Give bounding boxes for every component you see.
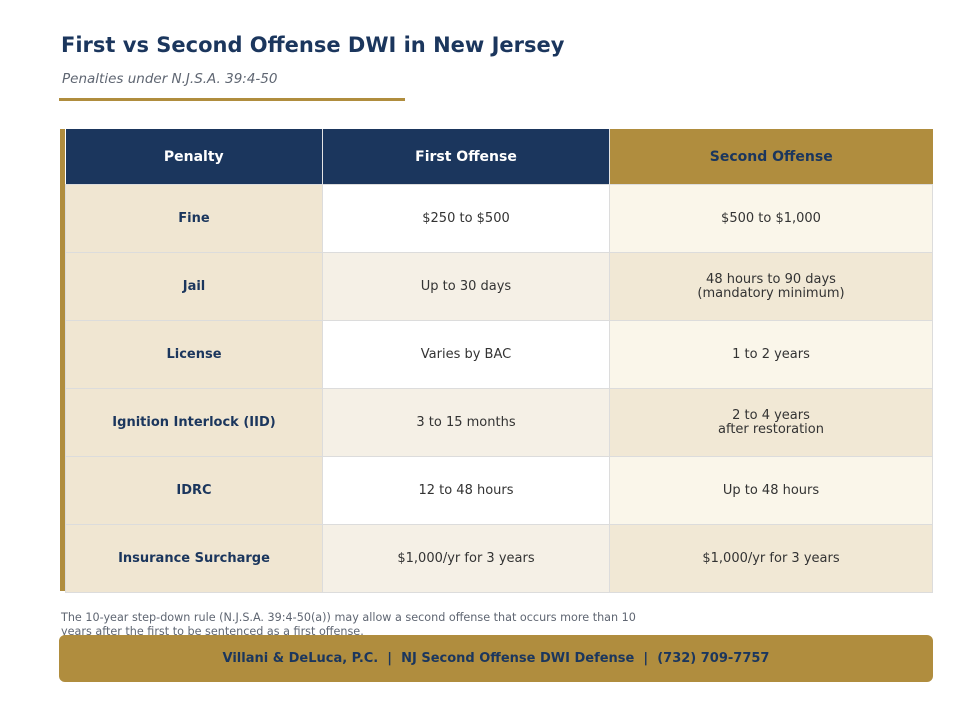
penalty-comparison-table: Penalty First Offense Second Offense Fin… [60,129,933,593]
table-row: Jail Up to 30 days 48 hours to 90 days (… [65,252,933,321]
second-offense-value: 2 to 4 years after restoration [609,388,933,457]
penalty-label: Ignition Interlock (IID) [65,388,323,457]
table-row: License Varies by BAC 1 to 2 years [65,320,933,389]
second-offense-value: Up to 48 hours [609,456,933,525]
footnote: The 10-year step-down rule (N.J.S.A. 39:… [61,611,636,638]
first-offense-value: 3 to 15 months [322,388,610,457]
penalty-label: IDRC [65,456,323,525]
table-header-row: Penalty First Offense Second Offense [65,129,933,185]
second-offense-value: $500 to $1,000 [609,184,933,253]
second-offense-value: $1,000/yr for 3 years [609,524,933,593]
second-offense-value: 1 to 2 years [609,320,933,389]
second-offense-value: 48 hours to 90 days (mandatory minimum) [609,252,933,321]
page-subtitle: Penalties under N.J.S.A. 39:4-50 [62,71,278,87]
column-header-second-offense: Second Offense [609,129,933,185]
first-offense-value: $1,000/yr for 3 years [322,524,610,593]
column-header-penalty: Penalty [65,129,323,185]
footer-banner: Villani & DeLuca, P.C. | NJ Second Offen… [59,635,933,682]
table-row: IDRC 12 to 48 hours Up to 48 hours [65,456,933,525]
page-title: First vs Second Offense DWI in New Jerse… [61,33,565,57]
table-row: Fine $250 to $500 $500 to $1,000 [65,184,933,253]
first-offense-value: Varies by BAC [322,320,610,389]
comparison-table: Penalty First Offense Second Offense Fin… [65,129,933,593]
penalty-label: Insurance Surcharge [65,524,323,593]
table-row: Ignition Interlock (IID) 3 to 15 months … [65,388,933,457]
title-divider [59,98,405,101]
penalty-label: License [65,320,323,389]
table-accent-bar [60,129,65,591]
penalty-label: Fine [65,184,323,253]
column-header-first-offense: First Offense [322,129,610,185]
penalty-label: Jail [65,252,323,321]
first-offense-value: 12 to 48 hours [322,456,610,525]
first-offense-value: $250 to $500 [322,184,610,253]
table-row: Insurance Surcharge $1,000/yr for 3 year… [65,524,933,593]
first-offense-value: Up to 30 days [322,252,610,321]
